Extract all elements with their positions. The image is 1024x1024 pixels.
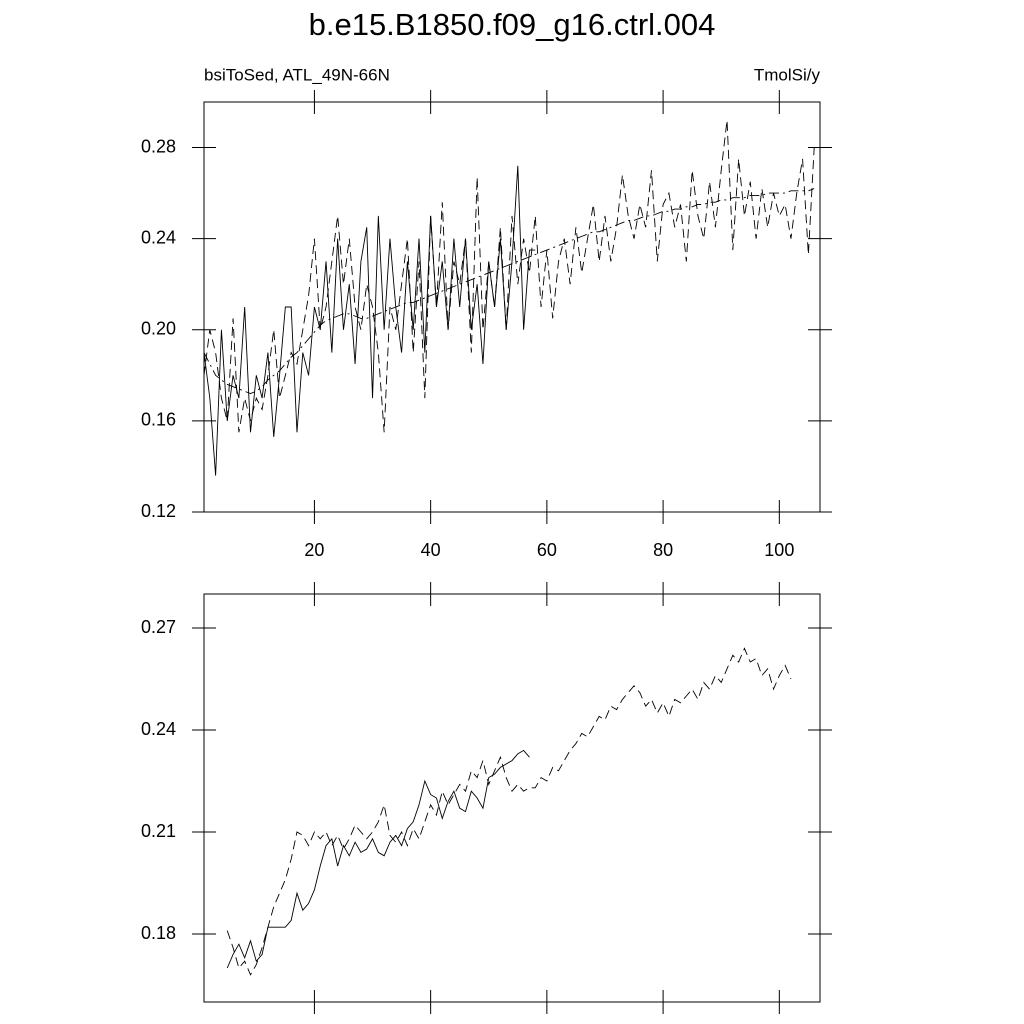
- plot-frame: [203, 101, 821, 513]
- series-line: [226, 749, 530, 969]
- figure-title: b.e15.B1850.f09_g16.ctrl.004: [309, 7, 716, 42]
- y-tick-label: 0.24: [141, 719, 176, 739]
- x-tick-label: 40: [421, 540, 441, 560]
- subtitle-right: TmolSi/y: [754, 65, 821, 84]
- subtitle-left: bsiToSed, ATL_49N-66N: [204, 65, 390, 84]
- series-line: [226, 647, 792, 976]
- y-tick-label: 0.21: [141, 821, 176, 841]
- y-tick-label: 0.18: [141, 923, 176, 943]
- y-tick-label: 0.20: [141, 319, 176, 339]
- series-line: [203, 188, 815, 395]
- y-tick-label: 0.16: [141, 410, 176, 430]
- series-line: [203, 165, 536, 476]
- x-tick-label: 60: [537, 540, 557, 560]
- plot-frame: [203, 593, 821, 1003]
- y-tick-label: 0.28: [141, 136, 176, 156]
- x-tick-label: 80: [653, 540, 673, 560]
- y-tick-label: 0.27: [141, 617, 176, 637]
- y-tick-label: 0.24: [141, 227, 176, 247]
- y-tick-label: 0.12: [141, 501, 176, 521]
- x-tick-label: 20: [304, 540, 324, 560]
- x-tick-label: 100: [764, 540, 794, 560]
- series-line: [203, 120, 815, 433]
